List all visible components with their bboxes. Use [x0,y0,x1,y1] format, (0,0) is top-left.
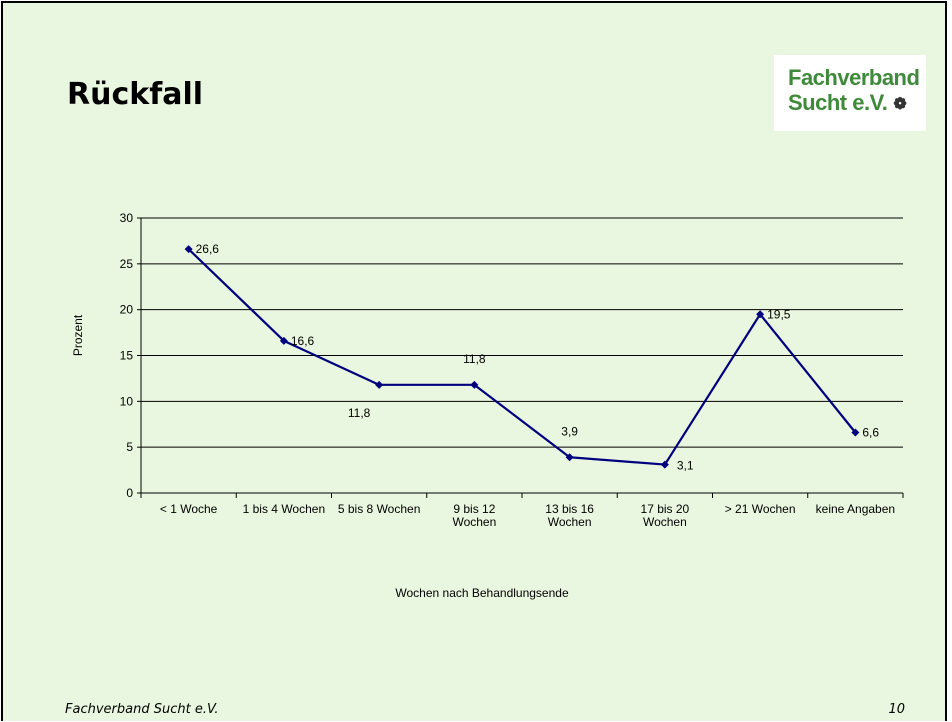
y-tick-label: 30 [120,211,134,225]
data-point [851,428,860,437]
y-tick-label: 5 [126,440,133,454]
y-axis-title: Prozent [71,314,85,356]
y-tick-label: 0 [126,486,133,500]
slide-title: Rückfall [67,77,204,112]
x-tick-label: 5 bis 8 Wochen [338,502,421,516]
y-tick-label: 15 [120,349,134,363]
y-tick-label: 20 [120,303,134,317]
data-label: 3,1 [677,459,694,473]
x-tick-label: Wochen [643,515,687,529]
x-tick-label: 1 bis 4 Wochen [243,502,326,516]
data-label: 19,5 [767,307,791,321]
data-label: 3,9 [561,424,578,438]
data-point [565,453,574,462]
data-label: 11,8 [463,352,486,366]
x-tick-label: 13 bis 16 [545,502,594,516]
y-tick-label: 25 [120,257,134,271]
y-tick-label: 10 [120,394,134,408]
data-point [660,460,669,469]
x-tick-label: > 21 Wochen [725,502,796,516]
data-point [279,336,288,345]
page-number: 10 [888,702,905,717]
logo: Fachverband Sucht e.V. ❁ [774,55,926,131]
logo-text-line-1: Fachverband [788,65,920,90]
data-label: 16,6 [291,334,315,348]
data-label: 11,8 [348,406,371,420]
x-tick-label: keine Angaben [816,502,895,516]
x-axis-title: Wochen nach Behandlungsende [395,586,569,600]
series-line [187,248,857,466]
data-label: 6,6 [862,426,879,440]
x-tick-label: 17 bis 20 [641,502,690,516]
flower-icon: ❁ [893,96,907,113]
data-point [184,245,193,254]
data-label: 26,6 [196,242,220,256]
x-tick-label: 9 bis 12 [453,502,495,516]
data-point [756,310,765,319]
logo-text-line-2: Sucht e.V. ❁ [788,90,926,117]
footer-organization: Fachverband Sucht e.V. [65,702,219,717]
data-point [470,380,479,389]
x-tick-label: Wochen [452,515,496,529]
x-tick-label: < 1 Woche [160,502,218,516]
data-point [375,380,384,389]
x-tick-label: Wochen [548,515,592,529]
logo-text-line-2-label: Sucht e.V. [788,90,888,115]
